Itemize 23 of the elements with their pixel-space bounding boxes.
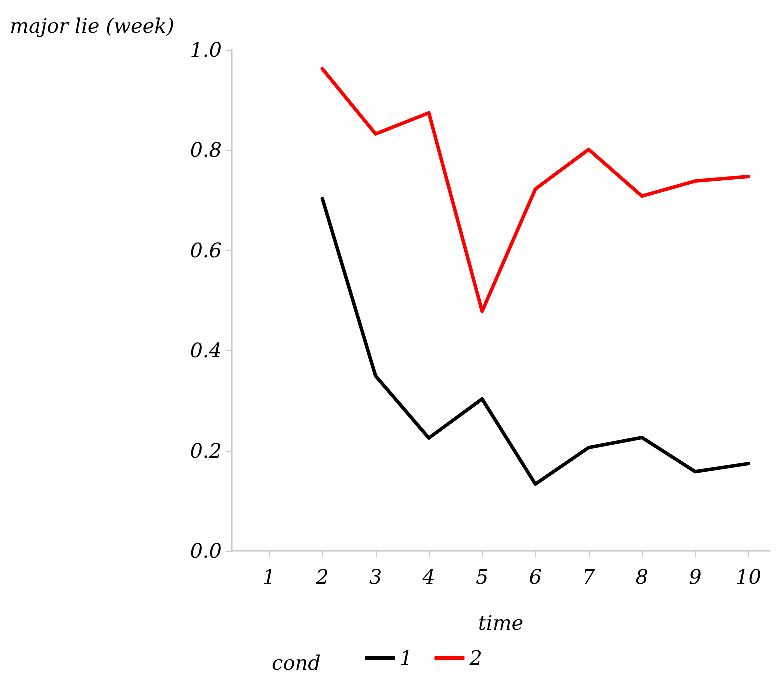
legend-label: 2: [468, 646, 482, 670]
x-tick-label: 6: [529, 565, 542, 589]
line-series: [320, 197, 750, 486]
x-tick-label: 1: [262, 565, 276, 589]
x-tick-label: 8: [636, 565, 649, 589]
x-tick-label: 3: [369, 565, 382, 589]
y-tick-label: 0.4: [190, 338, 222, 363]
line-series: [320, 67, 750, 314]
x-axis-title: time: [478, 611, 524, 635]
y-tick-label: 0.8: [190, 138, 222, 162]
x-tick-label: 7: [582, 565, 596, 589]
y-tick-label: 0.0: [190, 539, 222, 563]
x-tick-label: 10: [736, 565, 762, 589]
legend-title: cond: [272, 651, 321, 675]
x-tick-label: 2: [315, 565, 329, 589]
x-tick-label: 4: [422, 565, 436, 589]
legend-label: 1: [400, 646, 413, 670]
y-tick-label: 0.6: [190, 238, 222, 262]
y-axis-title: major lie (week): [10, 14, 175, 38]
x-tick-label: 5: [476, 565, 489, 589]
y-tick-label: 1.0: [190, 38, 222, 62]
y-tick-label: 0.2: [190, 438, 222, 463]
x-tick-label: 9: [689, 565, 702, 589]
